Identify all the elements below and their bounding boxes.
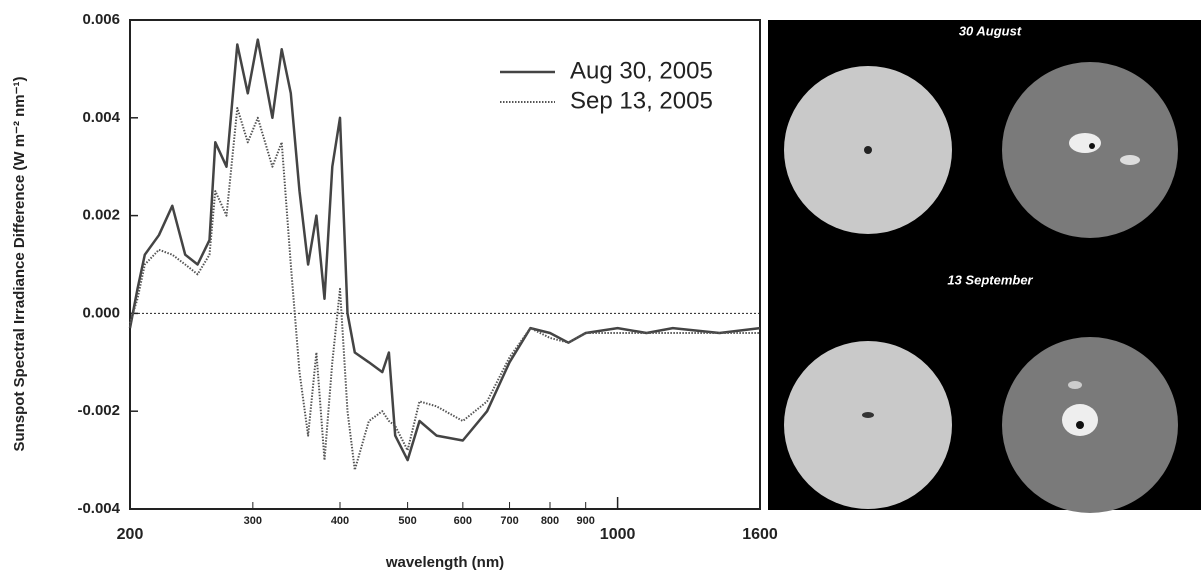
x-minor-tick-label: 400 (331, 515, 349, 527)
legend-label: Aug 30, 2005 (570, 57, 713, 84)
y-tick-label: -0.004 (77, 500, 120, 517)
facula (1120, 155, 1140, 165)
x-tick-label: 200 (117, 526, 144, 543)
sunspot (1089, 143, 1095, 149)
sunspot (1076, 421, 1084, 429)
x-tick-label: 1000 (600, 526, 636, 543)
sun-disk (784, 341, 952, 509)
series-line (129, 107, 760, 471)
plot-frame (129, 19, 761, 510)
legend-label: Sep 13, 2005 (570, 87, 713, 114)
y-tick-label: 0.006 (82, 11, 120, 28)
facula (1068, 381, 1082, 389)
y-axis-label: Sunspot Spectral Irradiance Difference (… (11, 76, 28, 451)
y-tick-label: -0.002 (77, 402, 120, 419)
x-minor-tick-label: 900 (577, 515, 595, 527)
facula (1069, 133, 1101, 153)
y-tick-label: 0.002 (82, 207, 120, 224)
x-tick-label: 1600 (742, 526, 778, 543)
facula (1062, 404, 1098, 436)
x-minor-tick-label: 800 (541, 515, 559, 527)
x-minor-tick-label: 300 (244, 515, 262, 527)
x-axis-label: wavelength (nm) (385, 554, 504, 571)
sunspot (864, 146, 872, 154)
x-minor-tick-label: 700 (500, 515, 518, 527)
y-tick-label: 0.004 (82, 109, 120, 126)
sunspot (862, 412, 874, 418)
series-line (128, 38, 761, 462)
y-tick-label: 0.000 (82, 304, 120, 321)
x-minor-tick-label: 600 (454, 515, 472, 527)
image-caption: 30 August (959, 23, 1022, 38)
image-caption: 13 September (947, 272, 1033, 287)
x-minor-tick-label: 500 (398, 515, 416, 527)
